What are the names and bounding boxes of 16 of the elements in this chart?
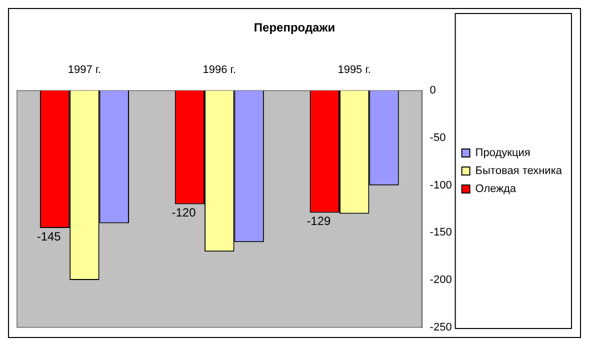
chart-title: Перепродажи	[254, 20, 336, 35]
x-tick-label: 1995 г.	[338, 64, 371, 76]
y-tick-label: 0	[430, 84, 436, 97]
data-label: -120	[172, 206, 196, 220]
y-tick-label: -200	[430, 274, 452, 286]
x-tick-label: 1997 г.	[68, 64, 102, 76]
data-label: -129	[306, 214, 332, 228]
y-tick-label: -150	[430, 226, 452, 239]
y-tick-label: -100	[430, 179, 452, 192]
legend-label: Продукция	[475, 147, 530, 160]
x-tick-label: 1996 г.	[202, 64, 236, 76]
legend-label: Олежда	[475, 183, 517, 196]
y-tick-label: -250	[430, 321, 452, 334]
legend-label: Бытовая техника	[475, 165, 563, 178]
data-label: -145	[36, 229, 62, 244]
y-tick-label: -50	[430, 132, 446, 144]
